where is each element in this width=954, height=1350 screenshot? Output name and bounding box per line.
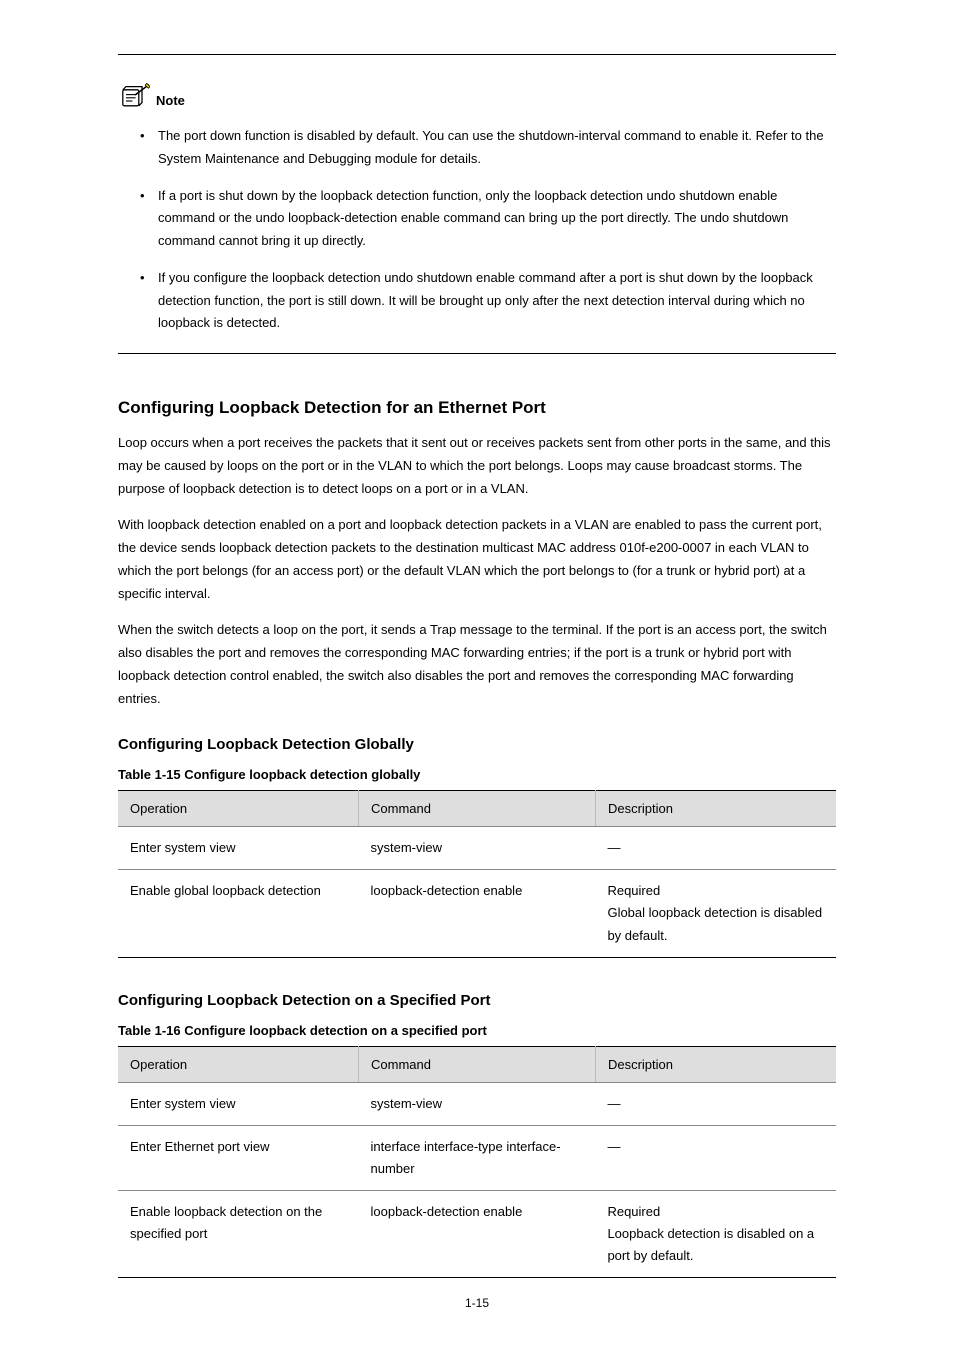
top-rule bbox=[118, 54, 836, 55]
table-cell: interface interface-type interface-numbe… bbox=[359, 1125, 596, 1190]
table-caption: Table 1-15 Configure loopback detection … bbox=[118, 767, 836, 782]
section-paragraph: Loop occurs when a port receives the pac… bbox=[118, 432, 836, 500]
table-cell: Enter system view bbox=[118, 1082, 359, 1125]
note-item: The port down function is disabled by de… bbox=[140, 125, 836, 171]
note-item: If a port is shut down by the loopback d… bbox=[140, 185, 836, 253]
subsection-title: Configuring Loopback Detection on a Spec… bbox=[118, 992, 836, 1009]
table-header: Description bbox=[595, 1046, 836, 1082]
table-cell: Enter Ethernet port view bbox=[118, 1125, 359, 1190]
table-cell: system-view bbox=[359, 1082, 596, 1125]
port-config-table: Operation Command Description Enter syst… bbox=[118, 1046, 836, 1279]
note-item: If you configure the loopback detection … bbox=[140, 267, 836, 335]
table-row: Enter system view system-view — bbox=[118, 827, 836, 870]
table-row: Enter Ethernet port view interface inter… bbox=[118, 1125, 836, 1190]
table-row: Enable loopback detection on the specifi… bbox=[118, 1190, 836, 1277]
table-cell: Enable global loopback detection bbox=[118, 870, 359, 957]
table-header: Command bbox=[359, 1046, 596, 1082]
table-cell: — bbox=[595, 1082, 836, 1125]
note-bullets: The port down function is disabled by de… bbox=[118, 125, 836, 335]
table-cell: loopback-detection enable bbox=[359, 1190, 596, 1277]
table-cell: — bbox=[595, 1125, 836, 1190]
page-number: 1-15 bbox=[0, 1296, 954, 1310]
section-title: Configuring Loopback Detection for an Et… bbox=[118, 398, 836, 418]
section-paragraph: With loopback detection enabled on a por… bbox=[118, 514, 836, 605]
global-config-table: Operation Command Description Enter syst… bbox=[118, 790, 836, 957]
table-cell: loopback-detection enable bbox=[359, 870, 596, 957]
note-header: Note bbox=[118, 83, 836, 111]
table-caption: Table 1-16 Configure loopback detection … bbox=[118, 1023, 836, 1038]
table-cell: system-view bbox=[359, 827, 596, 870]
table-cell: RequiredGlobal loopback detection is dis… bbox=[595, 870, 836, 957]
table-header-row: Operation Command Description bbox=[118, 1046, 836, 1082]
table-header: Operation bbox=[118, 1046, 359, 1082]
table-header-row: Operation Command Description bbox=[118, 791, 836, 827]
table-row: Enable global loopback detection loopbac… bbox=[118, 870, 836, 957]
subsection-title: Configuring Loopback Detection Globally bbox=[118, 736, 836, 753]
note-label: Note bbox=[156, 93, 185, 111]
table-cell: Enable loopback detection on the specifi… bbox=[118, 1190, 359, 1277]
table-cell: — bbox=[595, 827, 836, 870]
table-header: Command bbox=[359, 791, 596, 827]
separator-rule bbox=[118, 353, 836, 354]
section-paragraph: When the switch detects a loop on the po… bbox=[118, 619, 836, 710]
table-cell: Enter system view bbox=[118, 827, 359, 870]
note-block: Note The port down function is disabled … bbox=[118, 83, 836, 335]
table-row: Enter system view system-view — bbox=[118, 1082, 836, 1125]
table-cell: RequiredLoopback detection is disabled o… bbox=[595, 1190, 836, 1277]
table-header: Operation bbox=[118, 791, 359, 827]
note-icon bbox=[118, 83, 150, 111]
table-header: Description bbox=[595, 791, 836, 827]
